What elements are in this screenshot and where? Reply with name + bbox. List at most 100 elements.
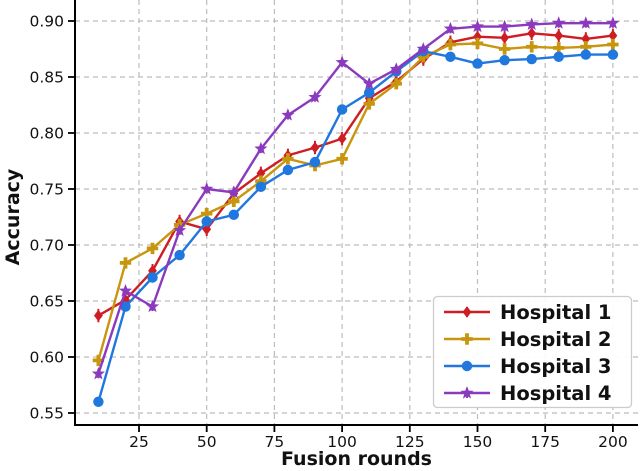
series-line	[97, 32, 614, 317]
data-point-marker	[416, 42, 430, 55]
y-tick-label: 0.85	[29, 69, 64, 87]
series-line	[97, 22, 613, 375]
y-tick-label: 0.55	[29, 405, 64, 423]
data-point-marker	[146, 242, 159, 255]
data-point-marker	[200, 182, 214, 195]
data-point-marker	[444, 38, 457, 51]
series-hospital-1	[94, 26, 618, 323]
data-point-marker	[498, 43, 511, 55]
x-tick-label: 75	[265, 433, 285, 451]
data-point-marker	[92, 354, 105, 367]
data-point-marker	[255, 175, 267, 187]
data-point-marker	[94, 309, 103, 322]
legend: Hospital 1 Hospital 2 Hospital 3 Hospital 4	[432, 295, 633, 409]
data-point-marker	[470, 19, 485, 33]
series-hospital-3	[93, 46, 619, 407]
data-point-marker	[119, 257, 132, 269]
legend-item-hospital-4: Hospital 4	[444, 382, 612, 405]
data-point-marker	[255, 181, 267, 192]
x-tick-label: 50	[197, 433, 217, 451]
data-point-marker	[579, 16, 593, 29]
legend-label: Hospital 3	[500, 355, 612, 378]
data-point-marker	[499, 55, 510, 66]
data-point-marker	[120, 301, 131, 312]
y-tick-label: 0.70	[29, 237, 64, 255]
data-point-marker	[147, 272, 158, 283]
data-point-marker	[93, 396, 104, 407]
x-tick-label: 100	[327, 433, 357, 451]
legend-label: Hospital 1	[500, 301, 612, 324]
data-point-marker	[417, 51, 429, 63]
data-point-marker	[336, 104, 348, 115]
axes-spines	[74, 0, 638, 426]
data-point-marker	[526, 41, 538, 53]
legend-label: Hospital 2	[500, 328, 612, 351]
data-point-marker	[552, 16, 566, 29]
data-point-marker	[364, 87, 375, 98]
data-point-marker	[173, 223, 187, 236]
data-point-marker	[581, 33, 591, 45]
data-point-marker	[472, 58, 483, 69]
legend-label: Hospital 4	[500, 382, 612, 405]
y-tick-label: 0.65	[29, 293, 64, 311]
y-axis-label: Accuracy	[2, 168, 24, 266]
data-series	[91, 16, 620, 407]
data-point-marker	[608, 29, 618, 42]
data-point-marker	[254, 141, 268, 155]
legend-marker-plus-icon	[461, 333, 473, 345]
data-point-marker	[282, 153, 294, 165]
data-point-marker	[310, 141, 320, 154]
data-point-marker	[445, 51, 456, 62]
data-point-marker	[607, 38, 619, 51]
data-point-marker	[471, 37, 484, 50]
data-point-marker	[389, 62, 403, 75]
data-point-marker	[201, 207, 213, 220]
data-point-marker	[282, 164, 294, 176]
data-point-marker	[498, 19, 512, 33]
legend-marker-star-icon	[460, 386, 474, 399]
data-point-marker	[309, 156, 321, 168]
x-tick-label: 200	[598, 433, 628, 451]
data-point-marker	[281, 108, 295, 121]
data-point-marker	[363, 98, 375, 110]
data-point-marker	[525, 17, 539, 30]
data-point-marker	[500, 32, 509, 44]
data-point-marker	[443, 21, 457, 35]
data-point-marker	[526, 53, 537, 65]
data-point-marker	[606, 16, 620, 29]
data-point-marker	[553, 51, 564, 62]
data-point-marker	[118, 284, 133, 297]
y-tick-label: 0.90	[29, 13, 64, 31]
x-tick-label: 150	[463, 433, 493, 451]
x-tick-label: 175	[530, 433, 560, 451]
data-point-marker	[256, 167, 266, 180]
data-point-marker	[91, 366, 105, 380]
y-tick-label: 0.60	[29, 349, 64, 367]
data-point-marker	[580, 49, 592, 60]
series-hospital-4	[91, 16, 620, 380]
data-point-marker	[336, 153, 348, 165]
legend-item-hospital-3: Hospital 3	[444, 355, 612, 378]
data-point-marker	[227, 185, 241, 198]
legend-box	[432, 295, 633, 409]
data-point-marker	[337, 132, 347, 145]
data-point-marker	[362, 76, 376, 90]
data-point-marker	[580, 41, 592, 53]
data-point-marker	[553, 42, 565, 54]
data-point-marker	[308, 90, 322, 103]
data-point-marker	[145, 299, 160, 313]
legend-marker-circle-icon	[461, 360, 473, 372]
x-tick-label: 125	[395, 433, 425, 451]
data-point-marker	[527, 27, 537, 40]
y-tick-label: 0.80	[29, 125, 64, 143]
data-point-marker	[335, 55, 349, 68]
data-point-marker	[201, 216, 212, 227]
data-point-marker	[390, 78, 402, 90]
x-axis-label: Fusion rounds	[281, 448, 432, 470]
data-point-marker	[228, 209, 240, 220]
data-point-marker	[554, 29, 564, 42]
legend-item-hospital-2: Hospital 2	[444, 328, 612, 351]
y-tick-label: 0.75	[29, 181, 64, 199]
